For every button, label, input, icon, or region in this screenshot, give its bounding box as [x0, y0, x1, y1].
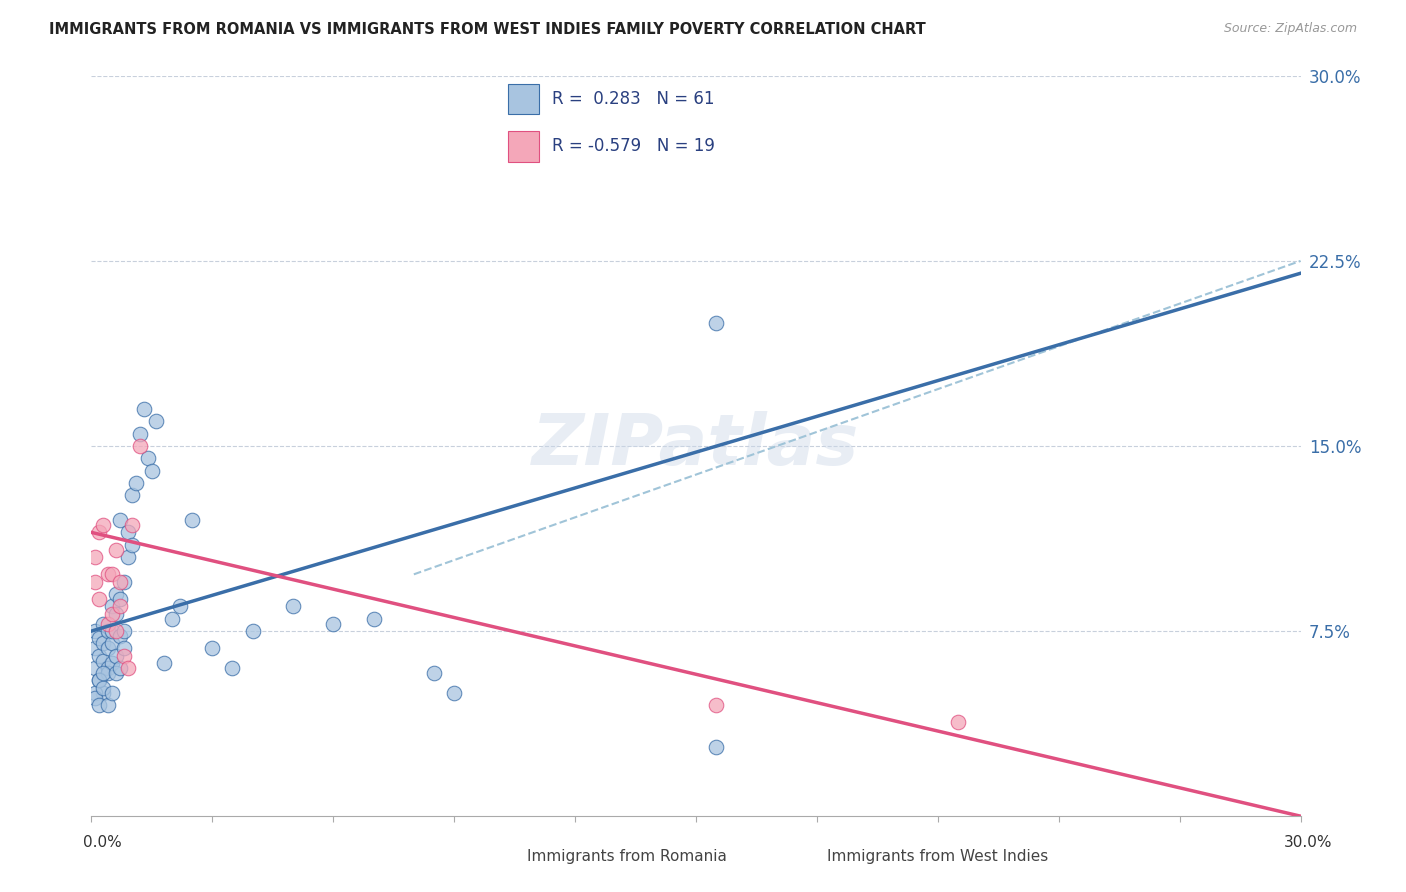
Point	[93, 636, 115, 650]
Point	[96, 567, 118, 582]
Point	[84, 661, 107, 675]
Bar	[509, 84, 540, 114]
Point	[128, 426, 150, 441]
Point	[117, 661, 139, 675]
Bar	[509, 131, 540, 161]
Text: 0.0%: 0.0%	[83, 836, 122, 850]
Point	[93, 654, 115, 668]
Point	[93, 616, 115, 631]
Point	[84, 549, 107, 565]
Point	[84, 624, 107, 639]
Point	[108, 661, 131, 675]
Text: IMMIGRANTS FROM ROMANIA VS IMMIGRANTS FROM WEST INDIES FAMILY POVERTY CORRELATIO: IMMIGRANTS FROM ROMANIA VS IMMIGRANTS FR…	[49, 22, 927, 37]
Point	[89, 673, 111, 688]
Text: R = -0.579   N = 19: R = -0.579 N = 19	[551, 137, 714, 155]
Point	[221, 661, 243, 675]
Point	[128, 439, 150, 453]
Point	[121, 538, 143, 552]
Point	[121, 518, 143, 533]
Point	[141, 464, 163, 478]
Point	[132, 401, 155, 416]
Point	[104, 666, 127, 681]
Point	[100, 607, 122, 621]
Point	[704, 698, 727, 712]
Point	[84, 686, 107, 700]
Point	[104, 587, 127, 601]
Text: 30.0%: 30.0%	[1284, 836, 1331, 850]
Point	[201, 641, 224, 656]
Point	[322, 616, 344, 631]
Point	[93, 681, 115, 695]
Point	[93, 686, 115, 700]
Point	[100, 636, 122, 650]
Point	[153, 656, 176, 670]
Point	[89, 673, 111, 688]
Point	[100, 686, 122, 700]
Point	[125, 475, 148, 490]
Point	[363, 612, 385, 626]
Point	[242, 624, 264, 639]
Point	[100, 599, 122, 614]
Point	[112, 574, 135, 589]
Point	[108, 599, 131, 614]
Point	[423, 666, 446, 681]
Point	[136, 451, 159, 466]
Point	[160, 612, 183, 626]
Point	[108, 592, 131, 607]
Point	[93, 518, 115, 533]
Point	[946, 715, 969, 730]
Point	[121, 488, 143, 502]
Point	[89, 592, 111, 607]
Point	[104, 648, 127, 663]
Point	[145, 414, 167, 428]
Text: Source: ZipAtlas.com: Source: ZipAtlas.com	[1223, 22, 1357, 36]
Point	[89, 632, 111, 646]
Point	[112, 624, 135, 639]
Point	[104, 607, 127, 621]
Point	[117, 525, 139, 540]
Text: Immigrants from Romania: Immigrants from Romania	[527, 849, 727, 863]
Point	[100, 567, 122, 582]
Point	[443, 686, 465, 700]
Point	[96, 698, 118, 712]
Text: R =  0.283   N = 61: R = 0.283 N = 61	[551, 90, 714, 108]
Point	[112, 641, 135, 656]
Text: ZIPatlas: ZIPatlas	[533, 411, 859, 481]
Point	[108, 513, 131, 527]
Point	[704, 740, 727, 755]
Point	[104, 624, 127, 639]
Point	[84, 690, 107, 705]
Point	[104, 542, 127, 557]
Point	[93, 666, 115, 681]
Point	[169, 599, 191, 614]
Point	[89, 525, 111, 540]
Point	[84, 574, 107, 589]
Point	[108, 574, 131, 589]
Text: Immigrants from West Indies: Immigrants from West Indies	[827, 849, 1047, 863]
Point	[181, 513, 204, 527]
Point	[281, 599, 304, 614]
Point	[704, 316, 727, 330]
Point	[96, 666, 118, 681]
Point	[96, 616, 118, 631]
Point	[84, 641, 107, 656]
Point	[96, 624, 118, 639]
Point	[100, 656, 122, 670]
Point	[89, 648, 111, 663]
Point	[89, 698, 111, 712]
Point	[108, 629, 131, 643]
Point	[96, 641, 118, 656]
Point	[117, 549, 139, 565]
Point	[112, 648, 135, 663]
Point	[100, 624, 122, 639]
Point	[96, 661, 118, 675]
